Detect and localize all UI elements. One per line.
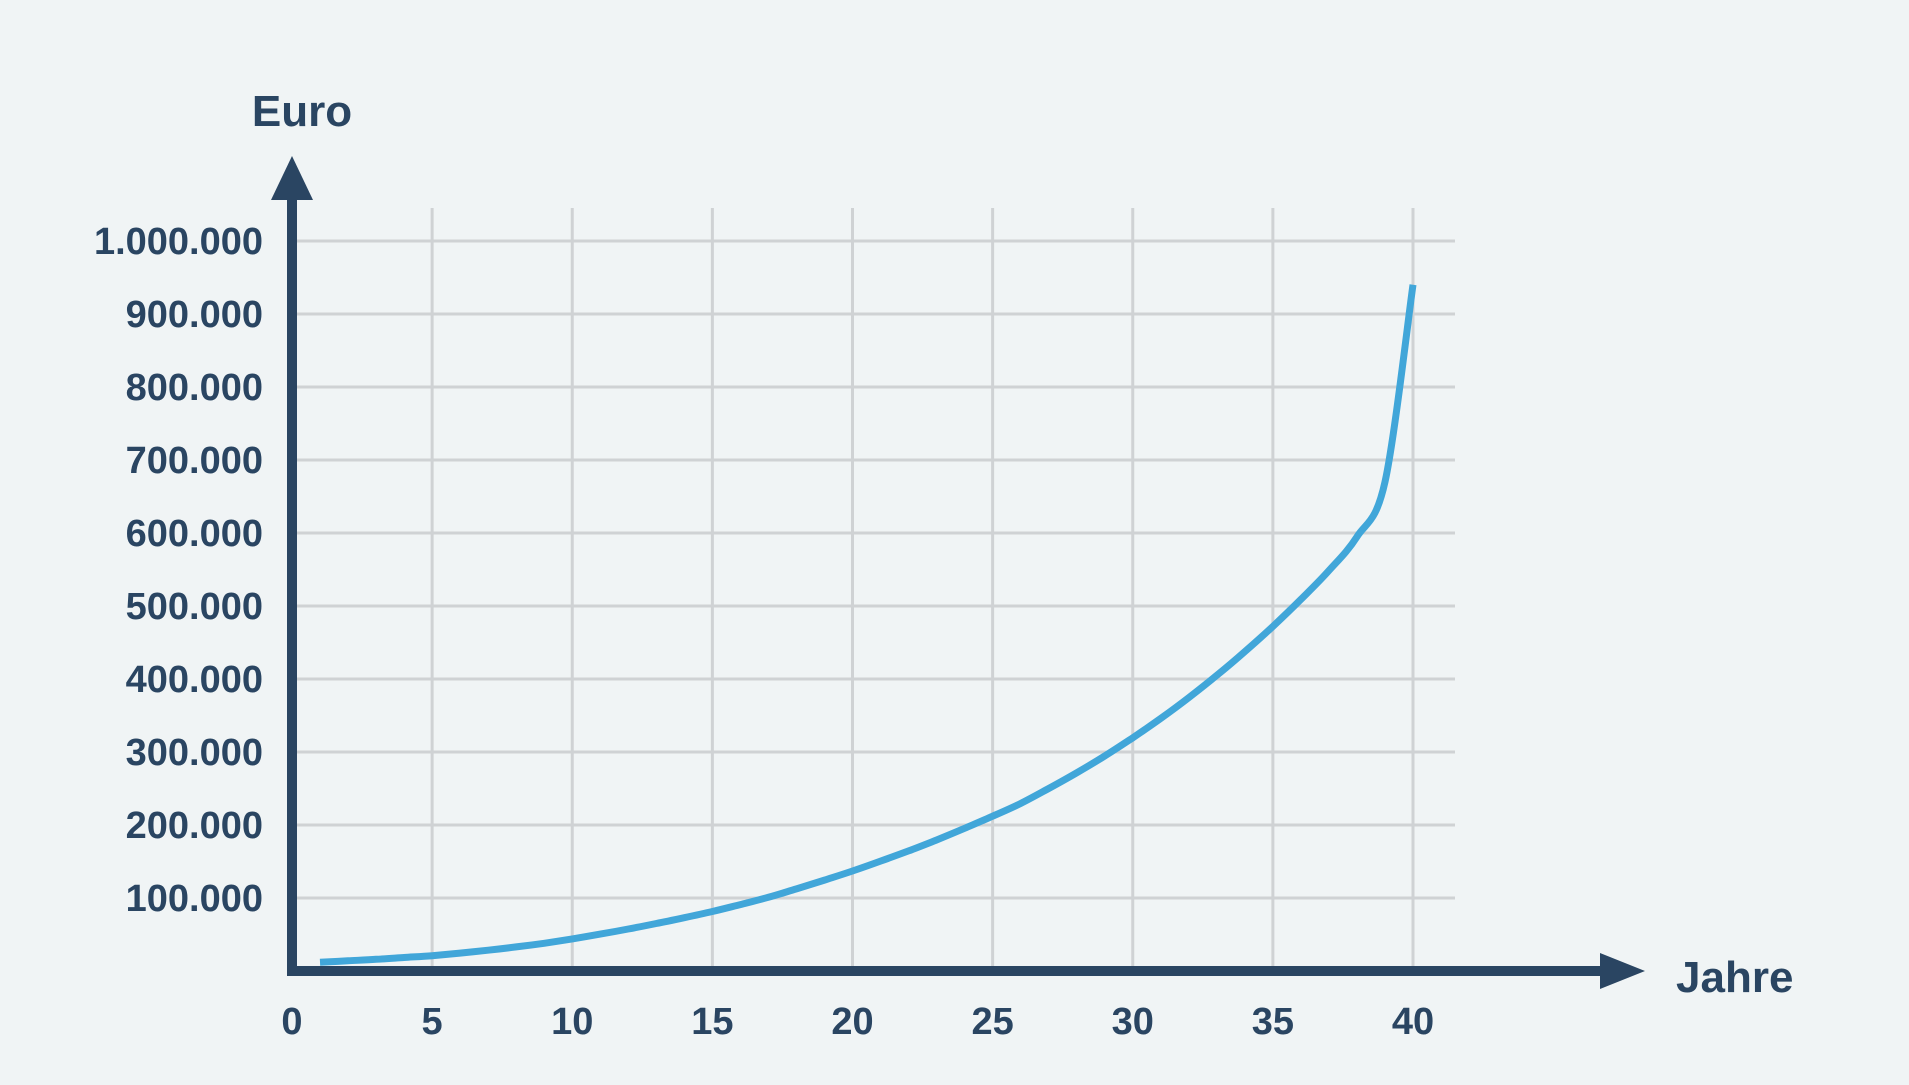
y-tick-label: 500.000 [126,586,263,628]
series-line [319,284,1417,966]
grid-lines [292,208,1455,971]
x-tick-label: 30 [1112,1001,1154,1043]
tick-labels: 100.000 200.000 300.000 400.000 500.000 600.0… [94,221,1434,1043]
y-tick-label: 1.000.000 [94,221,263,263]
x-tick-label: 10 [551,1001,593,1043]
x-tick-label: 25 [971,1001,1013,1043]
y-tick-label: 900.000 [126,294,263,336]
x-axis-arrow [1600,953,1645,989]
y-axis-arrow [271,156,313,200]
x-axis-label: Jahre [1676,953,1793,1002]
x-tick-label: 5 [422,1001,443,1043]
y-tick-label: 600.000 [126,513,263,555]
x-tick-label: 40 [1392,1001,1434,1043]
x-tick-label: 0 [281,1001,302,1043]
series-layer [319,284,1417,966]
axes [271,156,1645,989]
y-axis-label: Euro [252,87,352,136]
x-tick-label: 20 [831,1001,873,1043]
y-tick-label: 700.000 [126,440,263,482]
y-tick-label: 100.000 [126,878,263,920]
x-tick-label: 15 [691,1001,733,1043]
x-tick-label: 35 [1252,1001,1294,1043]
y-tick-label: 400.000 [126,659,263,701]
y-tick-label: 200.000 [126,805,263,847]
y-tick-label: 300.000 [126,732,263,774]
y-tick-label: 800.000 [126,367,263,409]
